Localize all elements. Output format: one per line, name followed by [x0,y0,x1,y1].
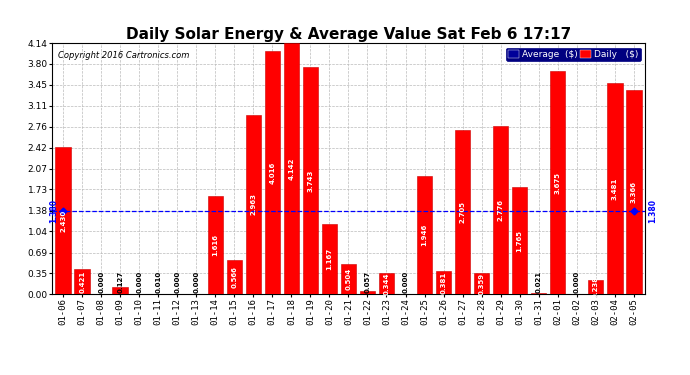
Bar [512,187,527,294]
Bar [208,196,223,294]
Text: 4.142: 4.142 [288,158,295,180]
Text: 1.765: 1.765 [517,230,522,252]
Bar [55,147,71,294]
Text: 0.000: 0.000 [402,271,408,293]
Bar [112,286,128,294]
Text: 1.380: 1.380 [49,199,58,223]
Text: 0.566: 0.566 [231,266,237,288]
Text: 0.021: 0.021 [535,271,542,293]
Bar [246,114,261,294]
Bar [626,90,642,294]
Text: 1.380: 1.380 [649,199,658,223]
Bar [474,273,489,294]
Text: 2.705: 2.705 [460,201,466,223]
Bar [417,176,433,294]
Text: 0.238: 0.238 [593,276,599,298]
Text: 3.675: 3.675 [555,172,561,194]
Text: 0.000: 0.000 [175,271,180,293]
Text: 0.000: 0.000 [573,271,580,293]
Bar [322,224,337,294]
Bar [436,271,451,294]
Bar [226,260,242,294]
Bar [493,126,509,294]
Bar [75,269,90,294]
Bar [264,51,280,294]
Text: 1.616: 1.616 [213,234,218,256]
Text: Copyright 2016 Cartronics.com: Copyright 2016 Cartronics.com [58,51,189,60]
Bar [607,83,622,294]
Bar [359,291,375,294]
Bar [550,71,566,294]
Bar [588,280,604,294]
Text: 0.000: 0.000 [136,271,142,293]
Text: 1.946: 1.946 [422,224,428,246]
Text: 2.430: 2.430 [60,210,66,232]
Text: 0.381: 0.381 [440,272,446,294]
Text: 0.127: 0.127 [117,271,124,293]
Title: Daily Solar Energy & Average Value Sat Feb 6 17:17: Daily Solar Energy & Average Value Sat F… [126,27,571,42]
Text: 2.776: 2.776 [497,199,504,221]
Text: 0.421: 0.421 [79,270,85,293]
Text: 0.057: 0.057 [364,271,371,293]
Text: 0.010: 0.010 [155,271,161,293]
Bar [379,273,394,294]
Text: 0.344: 0.344 [384,273,389,295]
Legend: Average  ($), Daily   ($): Average ($), Daily ($) [506,48,640,61]
Text: 3.481: 3.481 [612,177,618,200]
Bar [455,130,471,294]
Text: 0.504: 0.504 [346,268,351,290]
Text: 3.366: 3.366 [631,181,637,203]
Bar [284,43,299,294]
Bar [341,264,356,294]
Text: 0.359: 0.359 [479,272,484,294]
Text: 1.167: 1.167 [326,248,333,270]
Text: 0.000: 0.000 [98,271,104,293]
Bar [531,293,546,294]
Bar [303,67,318,294]
Text: 3.743: 3.743 [308,170,313,192]
Text: 0.000: 0.000 [193,271,199,293]
Text: 4.016: 4.016 [269,161,275,184]
Text: 2.963: 2.963 [250,194,257,216]
